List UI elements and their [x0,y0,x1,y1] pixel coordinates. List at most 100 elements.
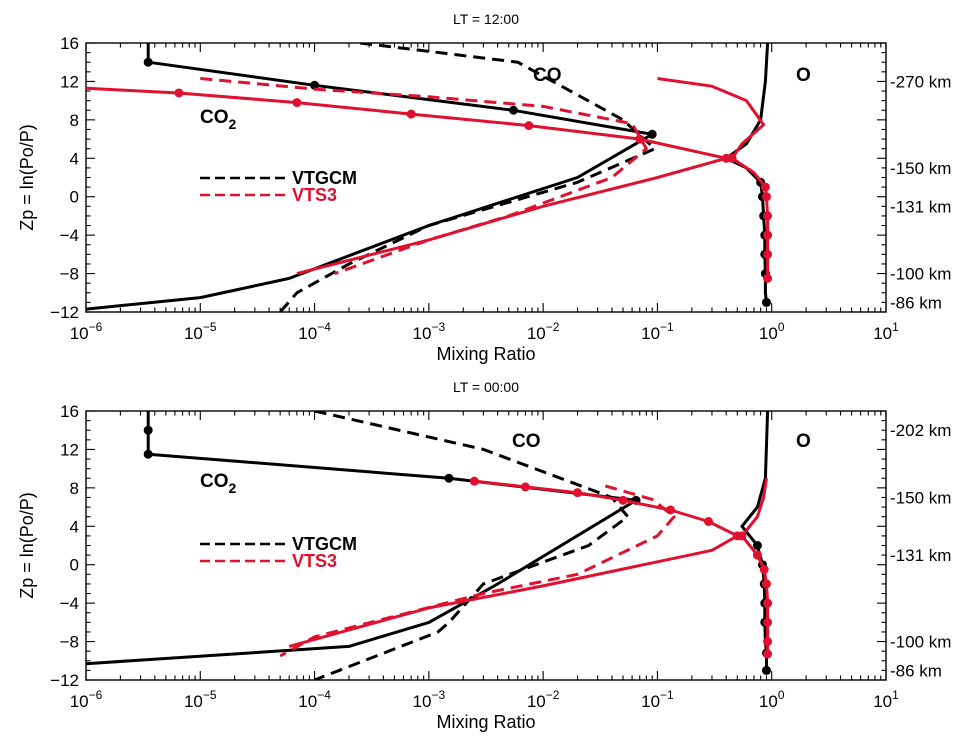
altitude-label: -270 km [890,72,951,91]
altitude-label: -100 km [890,265,951,284]
x-tick-label: 10−2 [527,320,560,343]
x-tick-label: 100 [759,688,785,711]
data-point-vts3-o [763,273,773,283]
data-point-vts3-o [737,531,747,541]
data-point-vts3-co2 [665,505,675,515]
series-line-vts3-co2 [86,86,728,276]
y-tick-label: 16 [60,34,79,53]
legend-label: VTS3 [292,551,337,571]
y-tick-label: −8 [60,265,79,284]
data-point-vtgcm-co2 [310,80,320,90]
y-tick-label: 0 [70,556,79,575]
series-line-vtgcm-o [724,43,770,303]
series-line-vtgcm-co2 [86,43,654,311]
x-tick-label: 10−1 [641,320,674,343]
y-tick-label: −4 [60,594,79,613]
x-tick-label: 10−3 [413,688,446,711]
data-point-vts3-o [727,153,737,163]
altitude-label: -131 km [890,546,951,565]
data-point-vts3-o [763,249,773,259]
data-point-vtgcm-o [752,541,762,550]
legend-label: VTGCM [292,534,357,554]
altitude-label: -86 km [890,293,942,312]
data-point-vts3-co2 [520,482,530,492]
y-tick-label: 4 [70,517,79,536]
x-tick-label: 10−2 [527,688,560,711]
y-tick-label: 8 [70,479,79,498]
data-point-vts3-o [761,579,771,589]
x-tick-label: 101 [873,320,899,343]
series-line-vtgcm-co [314,411,630,680]
plot-area [86,411,773,680]
data-point-vtgcm-co2 [143,57,153,67]
data-point-vts3-o [763,637,773,647]
data-point-vtgcm-co2 [508,105,518,115]
y-tick-label: −12 [50,303,79,322]
data-point-vts3-co2 [469,476,479,486]
x-tick-label: 10−5 [184,688,217,711]
x-tick-label: 10−1 [641,688,674,711]
plot-area [86,43,773,312]
series-line-vts3-co [200,77,648,276]
data-point-vtgcm-co2 [647,129,657,139]
x-tick-label: 10−4 [298,320,331,343]
x-tick-label: 10−3 [413,320,446,343]
data-point-vts3-co2 [573,488,583,498]
chart-panel-2: LT = 00:00 10−6 10−5 10−4 10−3 10−2 10−1 100 101… [17,379,951,732]
data-point-vts3-o [752,550,762,560]
x-tick-label: 10−6 [70,688,103,711]
species-label-co: CO [533,65,562,86]
x-tick-label: 10−5 [184,320,217,343]
x-axis-label: Mixing Ratio [436,344,535,364]
x-tick-label: 10−6 [70,320,103,343]
altitude-label: -150 km [890,488,951,507]
altitude-label: -131 km [890,197,951,216]
data-point-vts3-o [761,192,771,202]
chart-title: LT = 00:00 [453,379,519,395]
species-label-o: O [796,65,811,86]
species-label-co2: CO2 [200,107,237,132]
y-tick-label: −12 [50,671,79,690]
data-point-vts3-co2 [635,134,645,144]
x-tick-label: 101 [873,688,899,711]
legend-label: VTGCM [292,168,357,188]
altitude-label: -86 km [890,661,942,680]
data-point-vts3-co2 [524,121,534,131]
y-tick-label: 12 [60,440,79,459]
data-point-vtgcm-o [761,297,771,307]
y-tick-label: −4 [60,226,79,245]
data-point-vts3-o [760,182,770,192]
species-label-co2: CO2 [200,471,237,496]
data-point-vtgcm-co2 [143,449,153,459]
y-tick-label: 12 [60,72,79,91]
data-point-vtgcm-co2 [143,425,153,435]
data-point-vts3-co2 [174,88,184,98]
data-point-vts3-co2 [618,495,628,505]
data-point-vtgcm-co2 [444,473,454,483]
y-axis-label: Zp = ln(Po/P) [17,124,37,231]
series-line-vts3-co2 [288,479,739,648]
y-axis-label: Zp = ln(Po/P) [17,492,37,599]
data-point-vts3-co2 [292,98,302,108]
series-line-vts3-o [657,77,770,279]
altitude-label: -150 km [890,159,951,178]
y-tick-label: 16 [60,402,79,421]
x-axis-label: Mixing Ratio [436,712,535,732]
y-tick-label: −8 [60,633,79,652]
species-label-o: O [796,431,811,452]
data-point-vts3-o [763,211,773,221]
data-point-vts3-o [763,598,773,608]
species-label-co: CO [512,431,541,452]
data-point-vts3-co2 [704,516,714,526]
x-tick-label: 10−4 [298,688,331,711]
legend-label: VTS3 [292,185,337,205]
chart-panel-1: LT = 12:00 10−6 10−5 10−4 10−3 10−2 10−1 100 101… [17,11,951,364]
altitude-label: -202 km [890,421,951,440]
data-point-vts3-o [763,230,773,240]
y-tick-label: 0 [70,188,79,207]
y-tick-label: 4 [70,149,79,168]
x-tick-label: 100 [759,320,785,343]
data-point-vts3-o [759,565,769,575]
chart-title: LT = 12:00 [453,11,519,27]
